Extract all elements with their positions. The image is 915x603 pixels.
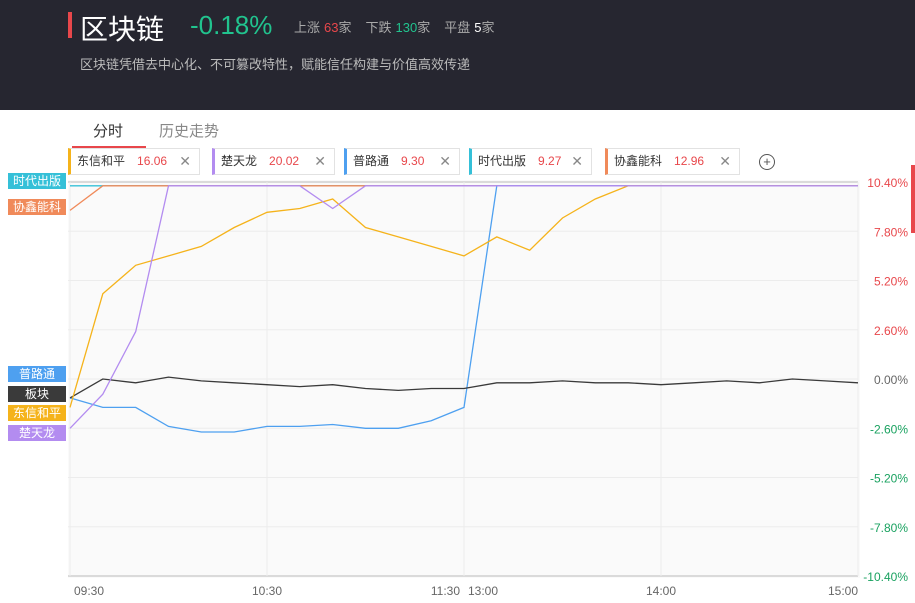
stat-unit: 家: [481, 20, 495, 35]
x-tick-label: 09:30: [74, 584, 104, 598]
chip-value: 9.27: [538, 154, 562, 168]
stock-chip: 楚天龙 20.02 ✕: [212, 148, 335, 175]
y-tick-label: 10.40%: [867, 176, 908, 190]
stat-count: 5: [474, 20, 482, 35]
series-tag: [8, 173, 66, 189]
stat-label: 上涨: [294, 20, 321, 35]
y-tick-label: -2.60%: [870, 422, 908, 436]
x-tick-label: 15:00: [828, 584, 858, 598]
change: -0.18%: [190, 10, 273, 40]
stock-chip: 时代出版 9.27 ✕: [469, 148, 592, 175]
y-tick-label: 5.20%: [874, 275, 908, 289]
series-tag: [8, 425, 66, 441]
series-tag-label: 板块: [25, 387, 49, 401]
y-tick-label: -10.40%: [863, 570, 908, 584]
y-tick-label: 7.80%: [874, 225, 908, 239]
chip-close[interactable]: ✕: [314, 153, 326, 169]
chip-name: 楚天龙: [221, 154, 258, 168]
add-button[interactable]: +: [759, 154, 775, 170]
tab[interactable]: 历史走势: [159, 123, 220, 140]
chip-name: 东信和平: [77, 154, 126, 168]
accent-bar: [68, 12, 72, 38]
x-tick-label: 10:30: [252, 584, 282, 598]
stats: 上涨 63家 下跌 130家 平盘 5家: [294, 17, 495, 36]
stock-chip: 东信和平 16.06 ✕: [68, 148, 200, 175]
chip-close[interactable]: ✕: [439, 153, 451, 169]
stock-chip: 普路通 9.30 ✕: [344, 148, 460, 175]
stat-label: 下跌: [365, 20, 392, 35]
y-tick-label: -5.20%: [870, 472, 908, 486]
series-line: [69, 376, 859, 399]
description: 区块链凭借去中心化、不可篡改特性，赋能信任构建与价值高效传递: [80, 57, 471, 72]
stat-unit: 家: [417, 20, 431, 35]
stat-count: 130: [395, 20, 418, 35]
chip-name: 普路通: [353, 154, 390, 168]
x-tick-label: 14:00: [646, 584, 676, 598]
tab[interactable]: 分时: [93, 123, 124, 140]
chip-close[interactable]: ✕: [571, 153, 583, 169]
series-tag: [8, 386, 66, 402]
series-tag-label: 协鑫能科: [13, 199, 61, 214]
series-tag: [8, 366, 66, 382]
x-tick-label: 13:00: [468, 584, 498, 598]
y-tick-label: 2.60%: [874, 324, 908, 338]
chip-value: 9.30: [401, 154, 425, 168]
chip-close[interactable]: ✕: [179, 153, 191, 169]
chip-name: 协鑫能科: [614, 154, 663, 168]
series-tag-label: 东信和平: [13, 406, 61, 420]
scroll-indicator: [911, 165, 915, 233]
series-tag-label: 楚天龙: [19, 426, 55, 440]
series-line: [69, 185, 858, 429]
series-tag: [8, 199, 66, 215]
x-tick-label: 11:30: [431, 584, 460, 598]
series-tag: [8, 405, 66, 421]
stat-label: 平盘: [444, 20, 471, 35]
chip-value: 20.02: [269, 154, 300, 168]
chip-name: 时代出版: [478, 154, 527, 168]
chip-value: 16.06: [137, 154, 168, 168]
stat-unit: 家: [338, 20, 352, 35]
tab-indicator: [72, 146, 146, 148]
series-tag-label: 时代出版: [13, 174, 61, 188]
chip-close[interactable]: ✕: [719, 153, 731, 169]
y-tick-label: 0.00%: [874, 373, 908, 387]
y-tick-label: -7.80%: [870, 521, 908, 535]
title: 区块链: [80, 14, 165, 45]
series-tag-label: 普路通: [19, 366, 55, 381]
stock-chip: 协鑫能科 12.96 ✕: [605, 148, 740, 175]
chip-value: 12.96: [674, 154, 705, 168]
stat-count: 63: [324, 20, 339, 35]
header: 区块链 -0.18% 上涨 63家 下跌 130家 平盘 5家 区块链凭借去中心化、不可篡…: [0, 0, 915, 110]
